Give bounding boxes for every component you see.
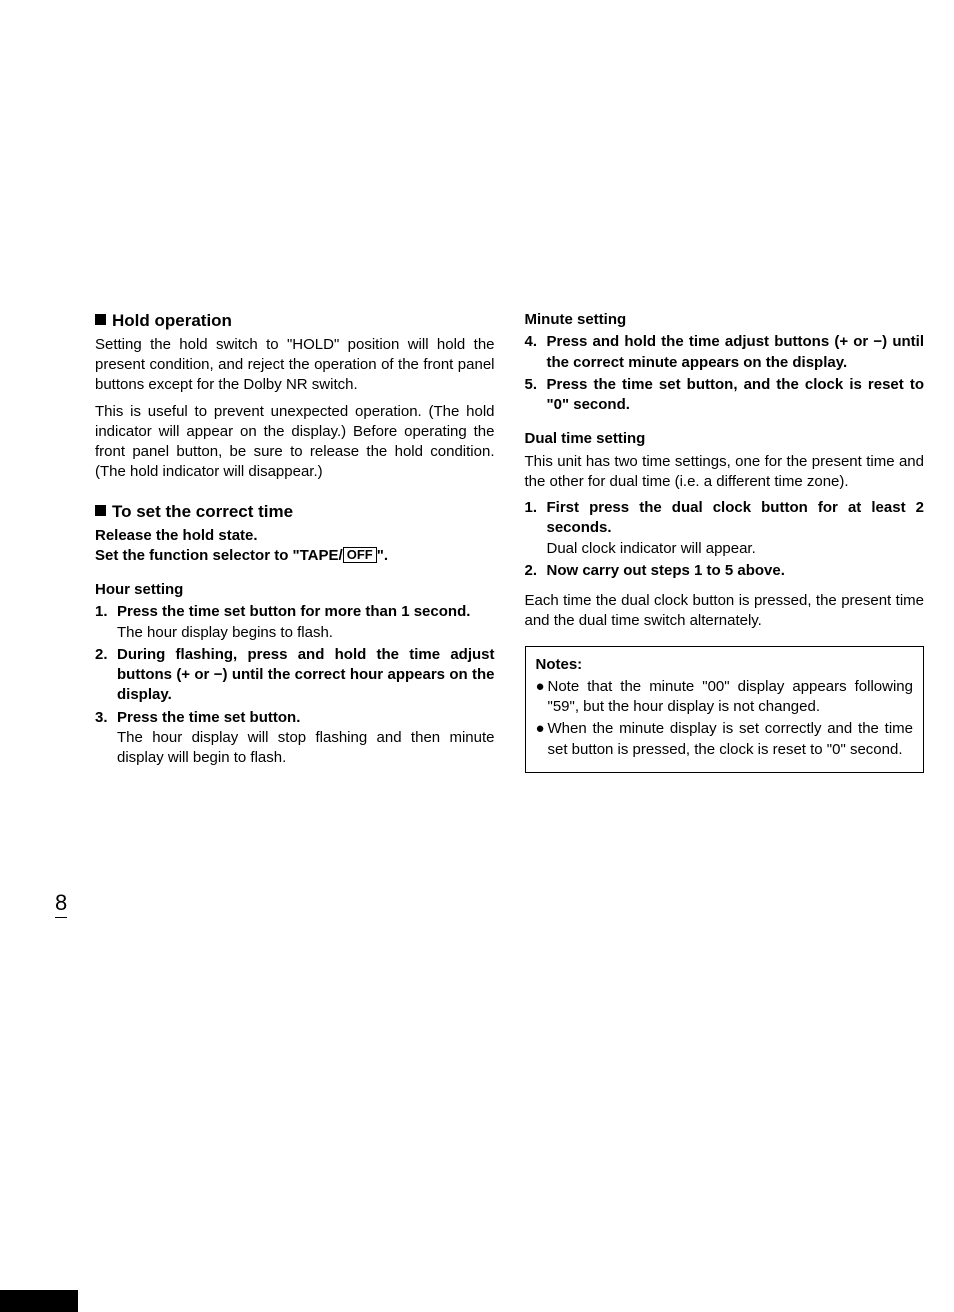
dual-time-heading: Dual time setting bbox=[525, 429, 925, 449]
square-bullet-icon bbox=[95, 505, 106, 516]
two-column-layout: Hold operation Setting the hold switch t… bbox=[95, 310, 924, 774]
notes-list: ● Note that the minute "00" display appe… bbox=[536, 677, 914, 760]
notes-heading: Notes: bbox=[536, 655, 914, 675]
step-item: 3. Press the time set button. The hour d… bbox=[95, 708, 495, 769]
page-number: 8 bbox=[55, 890, 67, 918]
step-item: 1. Press the time set button for more th… bbox=[95, 602, 495, 643]
step-item: 5. Press the time set button, and the cl… bbox=[525, 375, 925, 416]
scan-artifact bbox=[0, 1290, 78, 1312]
right-column: Minute setting 4. Press and hold the tim… bbox=[525, 310, 925, 774]
step-body: Press the time set button. The hour disp… bbox=[117, 708, 495, 769]
step-body: Now carry out steps 1 to 5 above. bbox=[547, 561, 925, 581]
manual-page: Hold operation Setting the hold switch t… bbox=[0, 0, 954, 1312]
step-item: 1. First press the dual clock button for… bbox=[525, 498, 925, 559]
dual-intro: This unit has two time settings, one for… bbox=[525, 452, 925, 493]
line-part-b: ". bbox=[377, 547, 388, 564]
left-column: Hold operation Setting the hold switch t… bbox=[95, 310, 495, 774]
minute-steps-list: 4. Press and hold the time adjust button… bbox=[525, 332, 925, 415]
heading-text: To set the correct time bbox=[112, 502, 293, 521]
step-number: 3. bbox=[95, 708, 117, 769]
step-item: 4. Press and hold the time adjust button… bbox=[525, 332, 925, 373]
step-item: 2. During flashing, press and hold the t… bbox=[95, 645, 495, 706]
dual-after-paragraph: Each time the dual clock button is press… bbox=[525, 591, 925, 632]
hour-steps-list: 1. Press the time set button for more th… bbox=[95, 602, 495, 768]
hold-paragraph-2: This is useful to prevent unexpected ope… bbox=[95, 402, 495, 483]
minute-setting-heading: Minute setting bbox=[525, 310, 925, 330]
step-trail: Dual clock indicator will appear. bbox=[547, 539, 925, 559]
note-item: ● Note that the minute "00" display appe… bbox=[536, 677, 914, 718]
dual-steps-list: 1. First press the dual clock button for… bbox=[525, 498, 925, 581]
note-text: Note that the minute "00" display appear… bbox=[548, 677, 914, 718]
step-number: 4. bbox=[525, 332, 547, 373]
step-number: 1. bbox=[95, 602, 117, 643]
step-lead: Press the time set button for more than … bbox=[117, 603, 470, 620]
step-item: 2. Now carry out steps 1 to 5 above. bbox=[525, 561, 925, 581]
hold-paragraph-1: Setting the hold switch to "HOLD" positi… bbox=[95, 335, 495, 396]
step-lead: Now carry out steps 1 to 5 above. bbox=[547, 562, 785, 579]
bullet-icon: ● bbox=[536, 719, 548, 760]
step-trail: The hour display will stop flashing and … bbox=[117, 728, 495, 769]
step-lead: Press and hold the time adjust buttons (… bbox=[547, 333, 925, 370]
note-text: When the minute display is set correctly… bbox=[548, 719, 914, 760]
notes-box: Notes: ● Note that the minute "00" displ… bbox=[525, 646, 925, 773]
step-body: Press and hold the time adjust buttons (… bbox=[547, 332, 925, 373]
step-body: First press the dual clock button for at… bbox=[547, 498, 925, 559]
heading-text: Hold operation bbox=[112, 311, 232, 330]
step-lead: Press the time set button. bbox=[117, 709, 300, 726]
step-number: 5. bbox=[525, 375, 547, 416]
release-hold-line: Release the hold state. bbox=[95, 526, 495, 546]
off-box-label: OFF bbox=[343, 547, 377, 563]
step-body: Press the time set button, and the clock… bbox=[547, 375, 925, 416]
hour-setting-heading: Hour setting bbox=[95, 580, 495, 600]
step-number: 1. bbox=[525, 498, 547, 559]
step-number: 2. bbox=[525, 561, 547, 581]
step-number: 2. bbox=[95, 645, 117, 706]
bullet-icon: ● bbox=[536, 677, 548, 718]
line-part-a: Set the function selector to "TAPE/ bbox=[95, 547, 343, 564]
step-trail: The hour display begins to flash. bbox=[117, 623, 495, 643]
step-body: During flashing, press and hold the time… bbox=[117, 645, 495, 706]
step-lead: First press the dual clock button for at… bbox=[547, 499, 925, 536]
hold-operation-heading: Hold operation bbox=[95, 310, 495, 333]
step-body: Press the time set button for more than … bbox=[117, 602, 495, 643]
square-bullet-icon bbox=[95, 314, 106, 325]
step-lead: Press the time set button, and the clock… bbox=[547, 376, 925, 413]
function-selector-line: Set the function selector to "TAPE/OFF". bbox=[95, 546, 495, 566]
step-lead: During flashing, press and hold the time… bbox=[117, 646, 495, 704]
note-item: ● When the minute display is set correct… bbox=[536, 719, 914, 760]
set-time-heading: To set the correct time bbox=[95, 501, 495, 524]
